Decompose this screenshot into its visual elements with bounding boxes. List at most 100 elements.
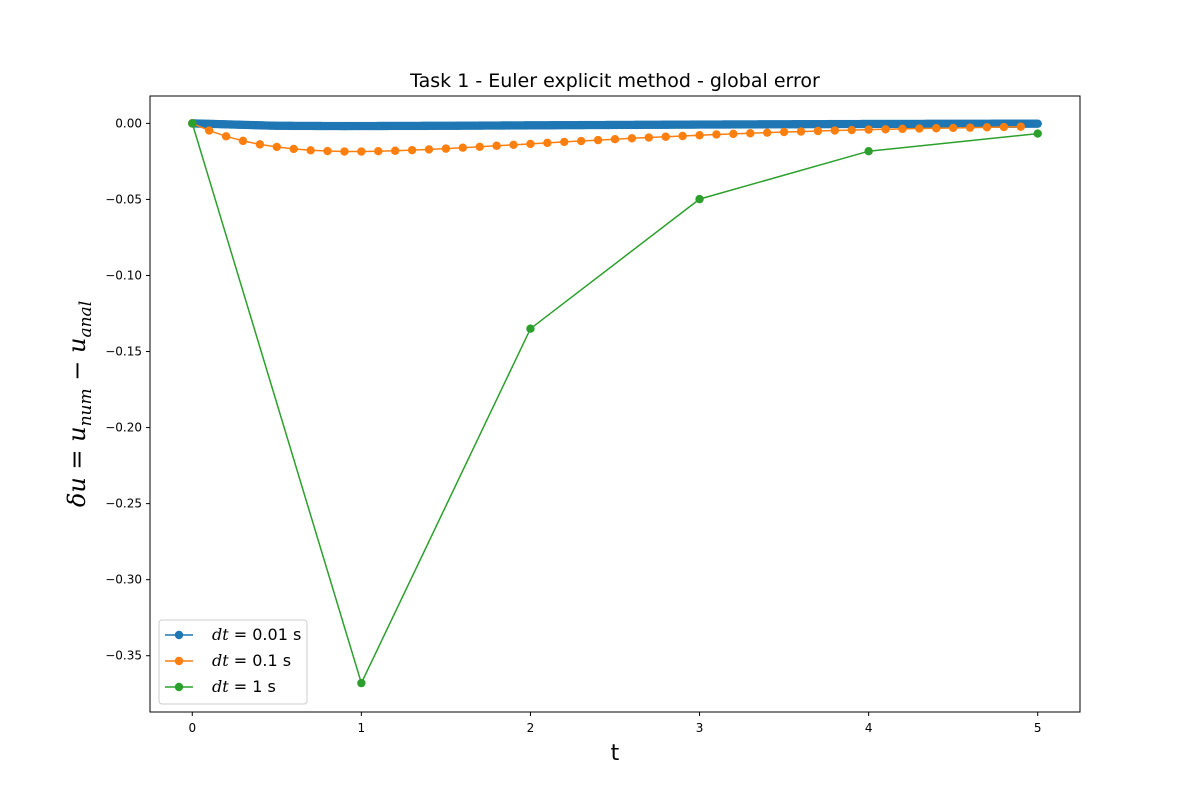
data-point bbox=[779, 127, 789, 137]
legend-label-suffix: = 0.1 s bbox=[229, 651, 291, 670]
data-point bbox=[1016, 122, 1026, 131]
x-tick-label: 1 bbox=[358, 721, 366, 735]
legend-label-math: dt bbox=[212, 677, 229, 696]
legend-item: dt = 1 s bbox=[165, 677, 276, 696]
axes-border bbox=[149, 95, 1081, 713]
legend-marker bbox=[174, 630, 184, 640]
data-point bbox=[576, 136, 586, 146]
data-point bbox=[221, 132, 231, 141]
axes-frame bbox=[149, 95, 1081, 713]
data-point bbox=[695, 194, 704, 204]
y-tick-label: −0.25 bbox=[105, 497, 142, 511]
plot-area bbox=[188, 119, 1042, 688]
data-point bbox=[661, 132, 670, 141]
data-point bbox=[898, 124, 907, 134]
data-point bbox=[915, 124, 924, 133]
data-point bbox=[746, 129, 755, 138]
y-tick-label: −0.05 bbox=[105, 192, 142, 206]
data-point bbox=[627, 134, 637, 143]
data-point bbox=[593, 135, 603, 145]
legend-label: dt = 0.1 s bbox=[212, 651, 291, 670]
data-point bbox=[982, 123, 992, 132]
data-point bbox=[560, 137, 569, 147]
data-point bbox=[526, 324, 535, 333]
x-tick-label: 3 bbox=[696, 721, 704, 735]
data-point bbox=[390, 146, 400, 155]
data-point bbox=[306, 146, 315, 155]
data-point bbox=[188, 119, 197, 128]
data-point bbox=[796, 127, 806, 136]
data-point bbox=[695, 131, 704, 140]
data-point bbox=[255, 140, 265, 149]
y-axis-label-sub-anal: anal bbox=[76, 301, 96, 338]
y-tick-label: 0.00 bbox=[115, 116, 142, 130]
data-point bbox=[1033, 129, 1042, 138]
y-tick-label: −0.10 bbox=[105, 268, 142, 282]
data-point bbox=[948, 123, 958, 133]
data-point bbox=[289, 144, 298, 154]
data-point bbox=[932, 124, 941, 133]
data-point bbox=[644, 133, 654, 142]
legend-marker bbox=[174, 682, 184, 692]
y-axis-label-sub-num: num bbox=[76, 388, 96, 426]
data-point bbox=[238, 136, 248, 146]
data-point bbox=[712, 130, 721, 139]
data-point bbox=[830, 126, 840, 135]
x-tick-label: 2 bbox=[527, 721, 535, 735]
y-tick-label: −0.20 bbox=[105, 421, 142, 435]
series-2 bbox=[188, 119, 1026, 156]
data-point bbox=[965, 123, 975, 132]
y-axis-label: δu = unum − uanal bbox=[63, 301, 96, 507]
data-point bbox=[458, 143, 468, 152]
y-tick-label: −0.15 bbox=[105, 345, 142, 359]
data-point bbox=[441, 144, 451, 153]
y-axis-label-mid: − u bbox=[63, 338, 91, 389]
series-line bbox=[191, 123, 1038, 686]
data-point bbox=[847, 125, 856, 135]
x-tick-label: 4 bbox=[865, 721, 873, 735]
x-tick-label: 5 bbox=[1034, 721, 1042, 735]
legend-marker bbox=[174, 656, 184, 666]
y-axis-ticks: 0.00 −0.05 −0.10 −0.15 −0.20 −0.25 −0.30 −0.35 bbox=[105, 116, 150, 663]
data-point bbox=[1033, 119, 1042, 128]
data-point bbox=[543, 138, 552, 148]
data-point bbox=[881, 125, 890, 134]
data-point bbox=[407, 145, 417, 155]
data-point bbox=[374, 147, 383, 156]
data-point bbox=[272, 142, 282, 152]
data-point bbox=[762, 128, 772, 137]
data-point bbox=[492, 141, 501, 150]
x-tick-label: 0 bbox=[188, 721, 196, 735]
y-axis-label-main: δu = u bbox=[63, 426, 91, 507]
chart-title: Task 1 - Euler explicit method - global … bbox=[409, 70, 820, 92]
data-point bbox=[610, 135, 620, 144]
legend-box bbox=[158, 619, 308, 705]
data-point bbox=[424, 145, 434, 154]
data-point bbox=[509, 140, 518, 150]
series-3 bbox=[188, 119, 1042, 688]
legend-label-suffix: = 1 s bbox=[229, 677, 276, 696]
y-tick-label: −0.35 bbox=[105, 649, 142, 663]
legend-label-math: dt bbox=[212, 625, 229, 644]
x-axis-label: t bbox=[611, 741, 620, 766]
data-point bbox=[864, 125, 873, 134]
y-tick-label: −0.30 bbox=[105, 573, 142, 587]
legend-item: dt = 0.01 s bbox=[165, 625, 301, 644]
data-point bbox=[357, 678, 366, 688]
legend-label: dt = 0.01 s bbox=[212, 625, 301, 644]
data-point bbox=[526, 139, 535, 149]
data-point bbox=[357, 147, 366, 156]
data-point bbox=[204, 126, 214, 135]
data-point bbox=[678, 131, 687, 141]
legend: dt = 0.01 sdt = 0.1 sdt = 1 s bbox=[158, 619, 308, 705]
data-point bbox=[864, 147, 873, 156]
legend-item: dt = 0.1 s bbox=[165, 651, 291, 670]
series-1 bbox=[188, 119, 1042, 131]
data-point bbox=[323, 146, 332, 156]
x-axis-ticks: 0 1 2 3 4 5 bbox=[188, 712, 1042, 735]
data-point bbox=[999, 122, 1009, 132]
legend-label: dt = 1 s bbox=[212, 677, 276, 696]
legend-label-suffix: = 0.01 s bbox=[229, 625, 302, 644]
legend-label-math: dt bbox=[212, 651, 229, 670]
